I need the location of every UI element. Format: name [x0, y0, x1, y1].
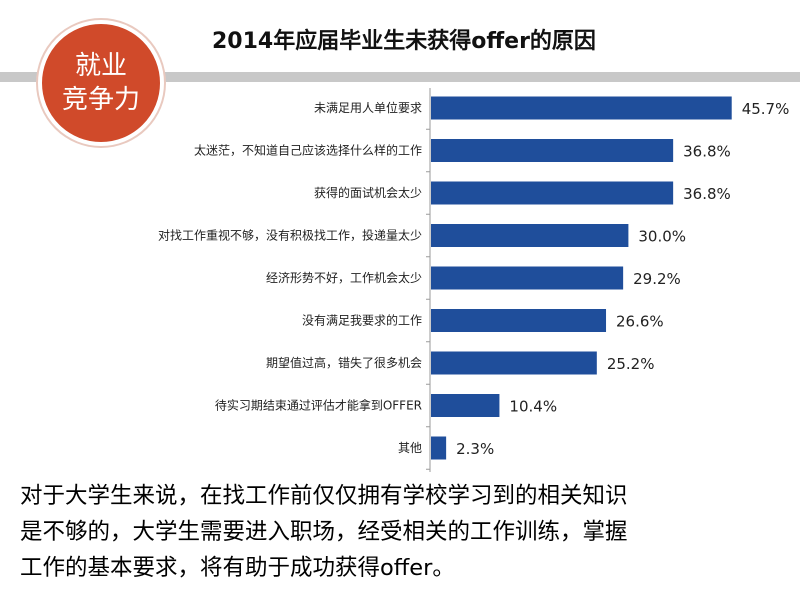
- chart-title: 2014年应届毕业生未获得offer的原因: [212, 29, 596, 54]
- bar: [431, 224, 629, 247]
- category-label: 未满足用人单位要求: [314, 100, 422, 115]
- category-label: 没有满足我要求的工作: [302, 313, 422, 328]
- data-label: 10.4%: [509, 398, 557, 416]
- employability-badge: 就业 竞争力: [38, 20, 164, 146]
- category-label: 对找工作重视不够，没有积极找工作，投递量太少: [158, 228, 422, 243]
- badge-line-1: 就业: [74, 51, 127, 81]
- bar: [431, 394, 500, 417]
- category-label: 期望值过高，错失了很多机会: [266, 355, 422, 370]
- category-label: 经济形势不好，工作机会太少: [266, 270, 422, 285]
- bar: [431, 351, 597, 375]
- data-label: 26.6%: [616, 313, 664, 331]
- category-label: 获得的面试机会太少: [314, 185, 422, 200]
- bar-chart: 未满足用人单位要求 45.7% 太迷茫，不知道自己应该选择什么样的工作 36.8% 获得…: [158, 88, 790, 472]
- data-label: 36.8%: [683, 185, 731, 203]
- category-label: 待实习期结束通过评估才能拿到OFFER: [215, 398, 422, 413]
- data-label: 36.8%: [683, 143, 731, 161]
- data-label: 29.2%: [633, 270, 681, 288]
- data-label: 45.7%: [742, 100, 790, 118]
- data-label: 2.3%: [456, 440, 494, 458]
- description-text: 对于大学生来说，在找工作前仅仅拥有学校学习到的相关知识 是不够的，大学生需要进入…: [20, 483, 628, 581]
- badge-line-2: 竞争力: [61, 85, 140, 115]
- data-label: 30.0%: [638, 228, 686, 246]
- header-band: [0, 72, 800, 82]
- bar: [431, 139, 674, 162]
- bar: [431, 436, 447, 460]
- bar: [431, 266, 624, 290]
- bar: [431, 96, 732, 120]
- bar: [431, 309, 607, 332]
- data-label: 25.2%: [607, 355, 655, 373]
- category-label: 太迷茫，不知道自己应该选择什么样的工作: [194, 143, 422, 158]
- bar: [431, 181, 674, 205]
- category-label: 其他: [398, 441, 422, 455]
